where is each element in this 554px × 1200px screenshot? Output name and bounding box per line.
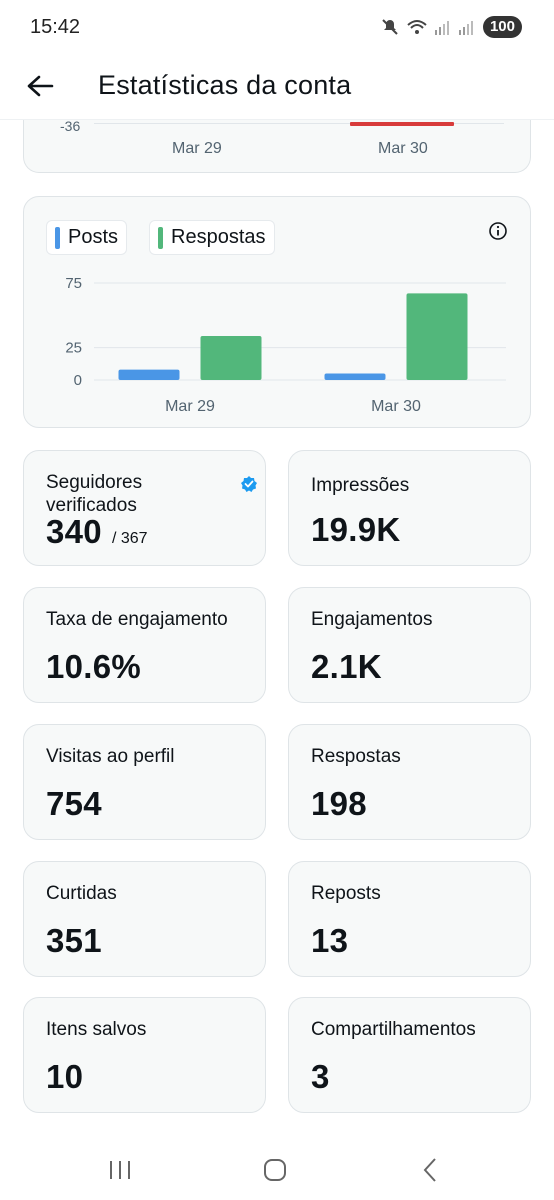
legend-label-posts: Posts (68, 226, 119, 248)
legend-item-posts[interactable]: Posts (46, 220, 128, 255)
battery-indicator: 100 (482, 16, 522, 38)
stat-card-engagements[interactable]: Engajamentos 2.1K (288, 587, 531, 703)
legend-swatch-respostas (158, 226, 164, 249)
info-icon[interactable] (488, 221, 508, 241)
system-back-button[interactable] (410, 1154, 450, 1186)
chevron-left-icon (423, 1158, 436, 1182)
stat-value: 340 (46, 513, 102, 550)
home-button[interactable] (255, 1154, 295, 1186)
bar-respostas-0[interactable] (200, 336, 262, 380)
legend-item-respostas[interactable]: Respostas (149, 220, 275, 255)
stat-label: Seguidores verificados (46, 472, 143, 516)
stat-card-shares[interactable]: Compartilhamentos 3 (288, 997, 531, 1113)
stat-value: 198 (311, 785, 367, 822)
stat-label: Respostas (311, 746, 401, 767)
status-icons: 100 (381, 16, 522, 38)
x-tick-label: Mar 30 (371, 398, 421, 415)
stat-card-saved-items[interactable]: Itens salvos 10 (23, 997, 266, 1113)
stat-label: Impressões (311, 475, 410, 496)
gridline (94, 123, 504, 124)
status-time: 15:42 (30, 16, 81, 38)
negative-bar (350, 122, 454, 126)
legend-swatch-posts (55, 226, 60, 249)
verified-badge-icon (241, 476, 257, 492)
back-button[interactable] (24, 70, 56, 102)
stat-label: Taxa de engajamento (46, 609, 228, 630)
x-tick-label: Mar 30 (378, 140, 428, 157)
mute-icon (382, 19, 398, 35)
app-header: Estatísticas da conta (0, 56, 554, 120)
stat-label: Compartilhamentos (311, 1019, 476, 1040)
bar-respostas-1[interactable] (406, 293, 468, 380)
page-title: Estatísticas da conta (98, 70, 352, 100)
stat-value: 3 (311, 1058, 330, 1095)
recent-apps-button[interactable] (100, 1154, 140, 1186)
stat-value: 351 (46, 922, 102, 959)
status-bar: 15:42 100 (0, 0, 554, 56)
stat-card-reposts[interactable]: Reposts 13 (288, 861, 531, 977)
chart-legend: Posts Respostas (46, 220, 275, 255)
signal-icon-2 (458, 21, 473, 35)
x-tick-label: Mar 29 (172, 140, 222, 157)
stat-card-replies[interactable]: Respostas 198 (288, 724, 531, 840)
bar-chart: 75 25 0 Mar 29 Mar 30 (65, 275, 506, 415)
home-icon (264, 1159, 286, 1181)
x-tick-label: Mar 29 (165, 398, 215, 415)
stat-label: Itens salvos (46, 1019, 147, 1040)
stat-value-group: 340 / 367 (46, 513, 148, 551)
stat-value: 2.1K (311, 648, 382, 685)
stat-label: Curtidas (46, 883, 117, 904)
y-tick-label: 0 (74, 372, 82, 389)
stat-card-profile-visits[interactable]: Visitas ao perfil 754 (23, 724, 266, 840)
stat-value: 10 (46, 1058, 84, 1095)
system-nav-bar (0, 1140, 554, 1200)
signal-icon (434, 21, 449, 35)
posts-replies-chart-card: 75 25 0 Mar 29 Mar 30 Posts Respostas (23, 196, 531, 428)
stat-value: 754 (46, 785, 102, 822)
stat-value: 10.6% (46, 648, 142, 685)
y-tick-label: 25 (65, 340, 82, 357)
bar-posts-0[interactable] (118, 369, 180, 380)
wifi-icon (407, 20, 427, 34)
stat-card-likes[interactable]: Curtidas 351 (23, 861, 266, 977)
stat-card-verified-followers[interactable]: Seguidores verificados 340 / 367 (23, 450, 266, 566)
y-tick-label: 75 (65, 275, 82, 292)
stat-card-engagement-rate[interactable]: Taxa de engajamento 10.6% (23, 587, 266, 703)
stat-label: Engajamentos (311, 609, 433, 630)
recent-apps-icon (110, 1161, 130, 1179)
arrow-left-icon (27, 75, 54, 97)
stat-card-impressions[interactable]: Impressões 19.9K (288, 450, 531, 566)
stat-label: Reposts (311, 883, 381, 904)
stat-sub-value: / 367 (111, 530, 148, 547)
stat-value: 19.9K (311, 511, 401, 548)
stat-label: Visitas ao perfil (46, 746, 175, 767)
legend-label-respostas: Respostas (171, 226, 266, 248)
bar-posts-1[interactable] (324, 373, 386, 380)
stat-value: 13 (311, 922, 349, 959)
y-tick-label: -36 (60, 118, 81, 134)
